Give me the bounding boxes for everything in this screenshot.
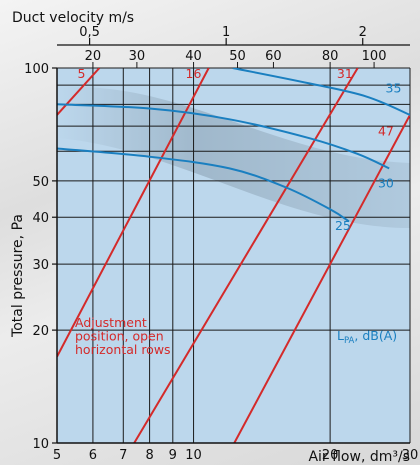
axes: 10 20 30 40 50 100 5 6 7 8 9 10 20 30 0,5 1 2 20 30 40 50 60 8… — [10, 10, 418, 465]
velocity-tick-label: 1 — [222, 25, 230, 40]
adjustment-note-line: horizontal rows — [75, 342, 171, 357]
sound-curve-35 — [232, 68, 410, 116]
velocity-tick-label: 2 — [359, 25, 367, 40]
adjustment-line-31 — [133, 68, 359, 443]
sound-unit-main: L — [337, 328, 344, 343]
sound-unit-rest: , dB(A) — [354, 328, 397, 343]
sound-curve-label-25: 25 — [335, 218, 351, 233]
adjustment-line-label-5: 5 — [78, 66, 86, 81]
adjustment-tick-label: 30 — [129, 49, 146, 64]
x-tick-label: 7 — [119, 448, 127, 463]
sound-curve-label-35: 35 — [386, 81, 402, 96]
x-axis-title: Air flow, dm³/s — [308, 449, 410, 465]
x-tick-label: 10 — [185, 448, 202, 463]
adjustment-tick-label: 50 — [229, 49, 246, 64]
x-tick-label: 9 — [169, 448, 177, 463]
sound-unit-sub: PA — [344, 336, 355, 346]
x-tick-label: 30 — [402, 448, 419, 463]
series-group — [57, 68, 410, 443]
plot-area — [57, 68, 410, 443]
y-tick-label: 10 — [32, 437, 49, 452]
adjustment-note-line: position, open — [75, 329, 164, 344]
adjustment-line-label-47: 47 — [378, 124, 394, 139]
sound-curve-label-30: 30 — [378, 176, 394, 191]
adjustment-tick-label: 20 — [85, 49, 102, 64]
adjustment-tick-label: 60 — [265, 49, 282, 64]
x-tick-label: 6 — [89, 448, 97, 463]
y-tick-label: 20 — [32, 324, 49, 339]
x-tick-label: 8 — [145, 448, 153, 463]
adjustment-line-5 — [57, 68, 101, 116]
y-tick-label: 50 — [32, 175, 49, 190]
adjustment-note-line: Adjustment — [75, 315, 147, 330]
velocity-axis-title: Duct velocity m/s — [12, 10, 134, 26]
y-tick-label: 100 — [24, 62, 49, 77]
y-tick-label: 40 — [32, 211, 49, 226]
adjustment-tick-label: 100 — [362, 49, 387, 64]
sound-unit-label: LPA, dB(A) — [337, 328, 397, 346]
shadow-band — [57, 87, 410, 229]
adjustment-line-47 — [233, 114, 410, 443]
y-axis-title: Total pressure, Pa — [10, 214, 26, 338]
y-tick-label: 30 — [32, 258, 49, 273]
adjustment-tick-label: 40 — [185, 49, 202, 64]
velocity-tick-label: 0,5 — [79, 25, 100, 40]
adjustment-line-16 — [57, 68, 210, 358]
adjustment-line-label-31: 31 — [337, 66, 353, 81]
x-tick-label: 5 — [53, 448, 61, 463]
sound-curve-30 — [57, 103, 390, 170]
x-tick-label: 20 — [322, 448, 339, 463]
adjustment-tick-label: 80 — [322, 49, 339, 64]
sound-curve-25 — [57, 147, 350, 223]
adjustment-line-label-16: 16 — [186, 66, 202, 81]
